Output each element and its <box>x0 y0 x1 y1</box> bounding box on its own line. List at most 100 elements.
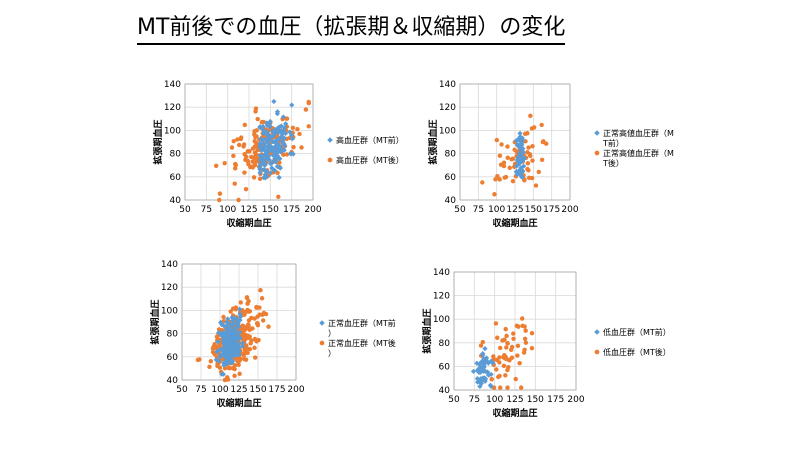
data-point <box>519 145 525 151</box>
data-point <box>232 366 237 372</box>
x-tick-label: 100 <box>211 385 228 395</box>
data-point <box>510 179 516 184</box>
x-tick-label: 100 <box>486 395 503 405</box>
data-point <box>247 149 252 154</box>
data-point <box>502 175 508 180</box>
data-point <box>272 144 278 150</box>
data-point <box>275 127 281 133</box>
data-point <box>479 364 485 370</box>
data-point <box>217 365 223 370</box>
data-point <box>242 122 248 128</box>
data-point <box>244 343 249 348</box>
data-point <box>257 312 262 317</box>
data-point <box>264 151 270 157</box>
data-point <box>240 323 245 328</box>
data-point <box>250 159 255 164</box>
data-point <box>279 131 285 137</box>
x-tick-label: 75 <box>201 205 212 215</box>
data-point <box>216 347 222 353</box>
data-point <box>482 346 488 352</box>
y-tick-label: 100 <box>433 315 450 325</box>
y-tick-label: 120 <box>433 292 450 302</box>
data-point <box>267 160 274 167</box>
data-point <box>521 163 527 169</box>
x-tick-label: 200 <box>561 205 578 215</box>
data-point <box>228 309 233 314</box>
data-point <box>306 124 311 129</box>
data-point <box>287 129 293 135</box>
plot-area <box>459 83 571 201</box>
data-point <box>229 145 235 150</box>
data-point <box>525 161 531 166</box>
data-point <box>519 158 525 164</box>
data-point <box>530 144 535 149</box>
data-point <box>474 376 481 382</box>
data-point <box>295 126 300 132</box>
y-tick-label: 40 <box>167 376 179 386</box>
data-point <box>515 353 520 358</box>
data-point <box>276 194 281 200</box>
data-point <box>495 173 500 179</box>
data-point <box>274 148 280 154</box>
y-tick-label: 80 <box>445 150 457 160</box>
data-point <box>237 306 243 312</box>
data-point <box>522 336 528 341</box>
data-point <box>257 125 263 131</box>
data-point <box>520 316 525 321</box>
data-point <box>523 328 528 333</box>
data-point <box>225 377 231 382</box>
data-point <box>230 338 236 345</box>
x-tick-label: 125 <box>240 205 257 215</box>
data-point <box>497 153 503 158</box>
data-point <box>224 336 230 342</box>
data-point <box>261 175 267 181</box>
data-point <box>505 385 510 390</box>
data-point <box>277 143 283 149</box>
y-tick-label: 40 <box>170 196 182 206</box>
data-point <box>226 352 232 358</box>
data-point <box>237 317 243 323</box>
x-tick-label: 175 <box>283 205 300 215</box>
data-point <box>227 359 233 365</box>
x-tick-label: 100 <box>488 205 505 215</box>
data-point <box>497 360 502 365</box>
legend-marker <box>594 329 600 335</box>
data-point <box>481 375 487 381</box>
data-point <box>480 368 487 374</box>
data-point <box>505 155 510 160</box>
data-point <box>215 339 221 345</box>
data-point <box>268 148 275 154</box>
data-point <box>266 324 271 329</box>
data-point <box>215 334 220 339</box>
data-point <box>281 135 287 141</box>
data-point <box>480 351 486 357</box>
data-point <box>522 131 528 137</box>
data-point <box>511 331 516 336</box>
data-point <box>265 153 271 159</box>
data-point <box>231 348 237 355</box>
data-point <box>509 344 515 350</box>
data-point <box>271 98 277 105</box>
data-point <box>236 142 242 148</box>
y-tick-label: 60 <box>445 173 457 183</box>
data-point <box>299 145 304 150</box>
data-point <box>519 168 526 174</box>
data-point <box>218 319 224 325</box>
data-point <box>513 163 520 169</box>
data-point <box>222 360 228 366</box>
data-point <box>519 149 525 156</box>
data-point <box>480 180 485 185</box>
legend-marker <box>594 349 600 355</box>
data-point <box>504 345 509 350</box>
data-point <box>217 354 223 360</box>
x-axis-title: 収縮期血圧 <box>216 397 261 409</box>
plot-area <box>453 271 577 391</box>
series-before <box>213 306 246 377</box>
data-point <box>495 335 500 340</box>
data-point <box>516 142 522 148</box>
data-point <box>262 152 268 158</box>
data-point <box>258 153 264 159</box>
data-point <box>251 175 257 180</box>
data-point <box>281 140 287 147</box>
data-point <box>268 143 274 150</box>
